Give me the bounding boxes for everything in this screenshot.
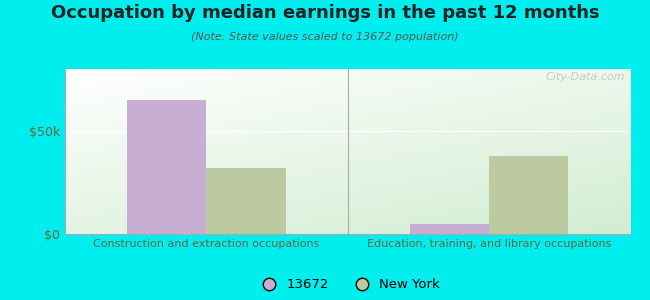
Legend: 13672, New York: 13672, New York <box>251 273 445 297</box>
Bar <box>410 224 489 234</box>
Text: (Note: State values scaled to 13672 population): (Note: State values scaled to 13672 popu… <box>191 32 459 41</box>
Text: City-Data.com: City-Data.com <box>545 72 625 82</box>
Bar <box>207 168 285 234</box>
Bar <box>127 100 207 234</box>
Bar <box>489 156 568 234</box>
Text: Occupation by median earnings in the past 12 months: Occupation by median earnings in the pas… <box>51 4 599 22</box>
